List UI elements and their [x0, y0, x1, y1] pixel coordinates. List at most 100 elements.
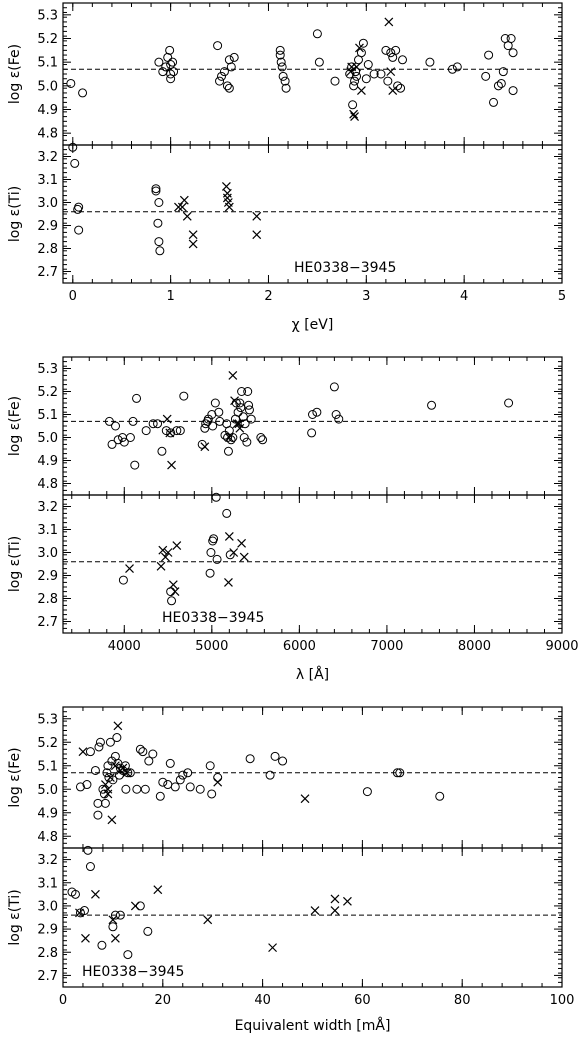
x-axis-label: λ [Å]: [296, 666, 329, 683]
data-point-circle: [435, 791, 445, 801]
data-point-circle: [383, 76, 393, 86]
data-point-circle: [70, 889, 80, 899]
y-tick-label: 5.0: [37, 79, 58, 94]
data-point-circle: [112, 733, 122, 743]
data-point-circle: [493, 81, 503, 91]
data-point-cross: [228, 370, 238, 380]
data-point-circle: [381, 45, 391, 55]
y-tick-label: 2.9: [37, 569, 58, 584]
cross-stroke: [165, 428, 175, 438]
cross-stroke: [203, 915, 213, 925]
data-point-circle: [312, 407, 322, 417]
data-point-circle: [275, 45, 285, 55]
data-point-circle: [158, 777, 168, 787]
cross-stroke: [158, 545, 168, 555]
data-point-circle: [392, 768, 402, 778]
chart-1: 4.8 4.9 5.0 5.1 5.2 5.3 log ε(Fe) 2.7 2.8 2.9 3.0 3…: [7, 2, 566, 333]
cross-stroke: [222, 193, 232, 203]
plot-frame: [62, 706, 563, 849]
data-point-circle: [154, 237, 164, 247]
chart-1-panel-1: 4.8 4.9 5.0 5.1 5.2 5.3 log ε(Fe): [7, 2, 563, 146]
data-point-circle: [115, 763, 125, 773]
cross-stroke: [252, 211, 262, 221]
data-point-circle: [352, 71, 362, 81]
data-point-cross: [81, 933, 90, 943]
data-point-circle: [83, 845, 93, 855]
data-point-circle: [236, 403, 246, 413]
data-point-circle: [208, 421, 218, 431]
y-tick-label: 4.9: [37, 806, 58, 821]
y-tick-label: 3.0: [37, 899, 58, 914]
data-point-circle: [66, 78, 76, 88]
data-point-circle: [130, 460, 140, 470]
data-point-cross: [232, 419, 242, 429]
x-tick-label: 0: [59, 993, 67, 1008]
cross-stroke: [224, 531, 234, 541]
data-point-circle: [161, 62, 171, 72]
cross-stroke: [352, 62, 361, 72]
y-tick-label: 4.8: [37, 477, 58, 492]
y-tick-label: 3.1: [37, 173, 58, 188]
data-point-cross: [188, 230, 198, 240]
cross-stroke: [118, 763, 128, 773]
data-point-circle: [178, 770, 188, 780]
y-tick-label: 3.2: [37, 853, 58, 868]
y-axis-label: log ε(Ti): [7, 536, 23, 592]
cross-stroke: [234, 419, 244, 429]
data-point-circle: [148, 749, 158, 759]
data-point-circle: [115, 910, 125, 920]
cross-stroke: [228, 370, 238, 380]
cross-stroke: [156, 561, 166, 571]
data-point-circle: [132, 393, 142, 403]
chart-1-panel-2: 2.7 2.8 2.9 3.0 3.1 3.2 0 1 2 3 4 5 log ε(Ti) HE0338−…: [7, 142, 566, 304]
data-point-circle: [141, 426, 151, 436]
y-tick-label: 2.7: [37, 265, 58, 280]
data-point-circle: [222, 81, 232, 91]
data-point-cross: [252, 230, 262, 240]
data-point-circle: [75, 782, 85, 792]
cross-stroke: [224, 577, 233, 587]
cross-stroke: [388, 86, 398, 95]
y-tick-label: 5.0: [37, 431, 58, 446]
data-point-circle: [111, 421, 121, 431]
y-tick-label: 5.1: [37, 759, 58, 774]
data-point-cross: [356, 86, 366, 95]
data-point-circle: [166, 428, 176, 438]
cross-stroke: [153, 885, 163, 895]
y-tick-label: 3.1: [37, 876, 58, 891]
cross-stroke: [174, 202, 183, 212]
cross-stroke: [75, 908, 84, 918]
data-point-circle: [123, 768, 133, 778]
data-point-cross: [156, 561, 166, 571]
data-point-cross: [161, 552, 170, 562]
data-point-cross: [384, 17, 394, 27]
data-point-circle: [425, 57, 435, 67]
data-point-cross: [355, 43, 364, 53]
data-point-cross: [330, 894, 340, 904]
data-point-circle: [104, 416, 114, 426]
data-point-cross: [252, 211, 262, 221]
y-tick-label: 3.2: [37, 150, 58, 165]
cross-stroke: [110, 761, 120, 771]
data-point-circle: [110, 910, 120, 920]
data-point-circle: [209, 534, 219, 544]
data-point-cross: [165, 428, 175, 438]
data-point-circle: [233, 407, 243, 417]
data-point-circle: [207, 789, 217, 799]
data-point-circle: [100, 798, 110, 808]
data-point-circle: [95, 737, 105, 747]
data-point-cross: [229, 548, 239, 557]
data-point-circle: [376, 69, 386, 79]
cross-stroke: [232, 419, 242, 429]
data-point-circle: [105, 737, 115, 747]
data-point-cross: [388, 86, 398, 95]
data-point-cross: [153, 885, 163, 895]
data-point-circle: [447, 64, 457, 74]
data-point-circle: [165, 45, 175, 55]
x-tick-label: 100: [550, 993, 575, 1008]
data-point-cross: [224, 433, 234, 442]
data-point-circle: [155, 246, 165, 256]
data-point-circle: [123, 950, 133, 960]
data-point-circle: [307, 428, 317, 438]
chart-3: 4.8 4.9 5.0 5.1 5.2 5.3 log ε(Fe) 2.7 2.8 2.9 3.0 3…: [7, 706, 575, 1034]
